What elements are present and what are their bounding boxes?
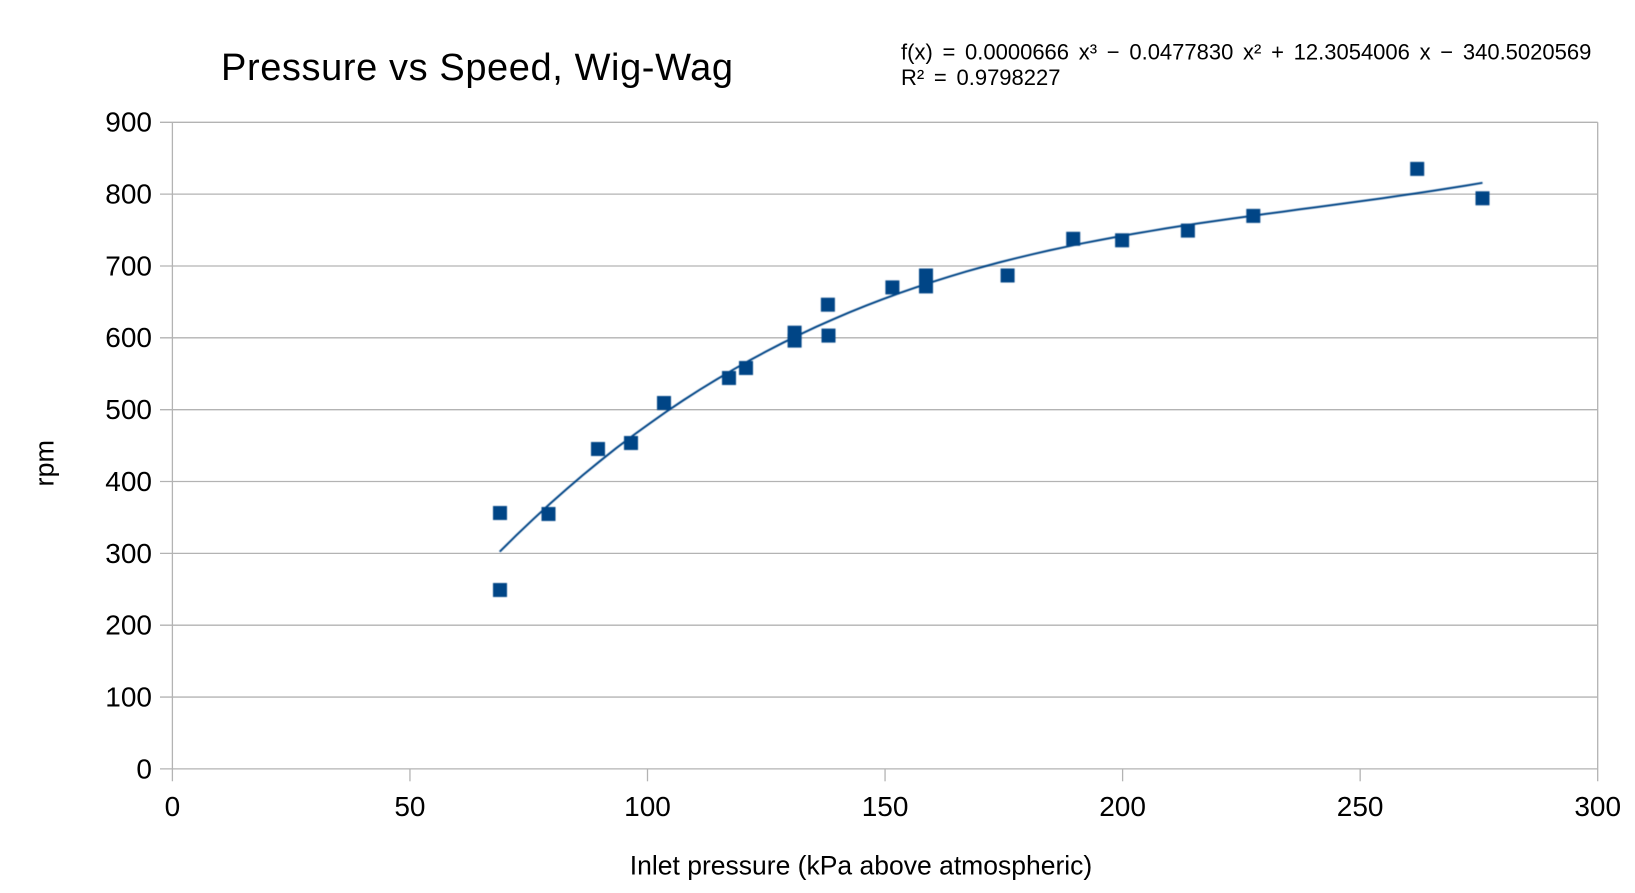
svg-text:50: 50 <box>394 791 425 822</box>
svg-text:R² = 0.9798227: R² = 0.9798227 <box>901 65 1060 90</box>
svg-text:700: 700 <box>105 250 152 281</box>
svg-text:300: 300 <box>1574 791 1621 822</box>
svg-text:Pressure vs Speed, Wig-Wag: Pressure vs Speed, Wig-Wag <box>221 47 734 89</box>
svg-text:300: 300 <box>105 538 152 569</box>
svg-text:100: 100 <box>624 791 671 822</box>
svg-text:rpm: rpm <box>30 440 60 487</box>
svg-text:250: 250 <box>1337 791 1384 822</box>
svg-text:500: 500 <box>105 394 152 425</box>
svg-text:800: 800 <box>105 179 152 210</box>
svg-text:100: 100 <box>105 682 152 713</box>
svg-text:Inlet pressure (kPa above atmo: Inlet pressure (kPa above atmospheric) <box>630 851 1093 881</box>
svg-text:f(x) = 0.0000666 x³ − 0.047783: f(x) = 0.0000666 x³ − 0.0477830 x² + 12.… <box>901 40 1591 65</box>
svg-text:200: 200 <box>1099 791 1146 822</box>
svg-text:400: 400 <box>105 466 152 497</box>
svg-text:900: 900 <box>105 107 152 138</box>
svg-text:200: 200 <box>105 610 152 641</box>
svg-text:0: 0 <box>165 791 181 822</box>
svg-text:150: 150 <box>862 791 909 822</box>
svg-text:0: 0 <box>136 753 152 784</box>
svg-text:600: 600 <box>105 322 152 353</box>
